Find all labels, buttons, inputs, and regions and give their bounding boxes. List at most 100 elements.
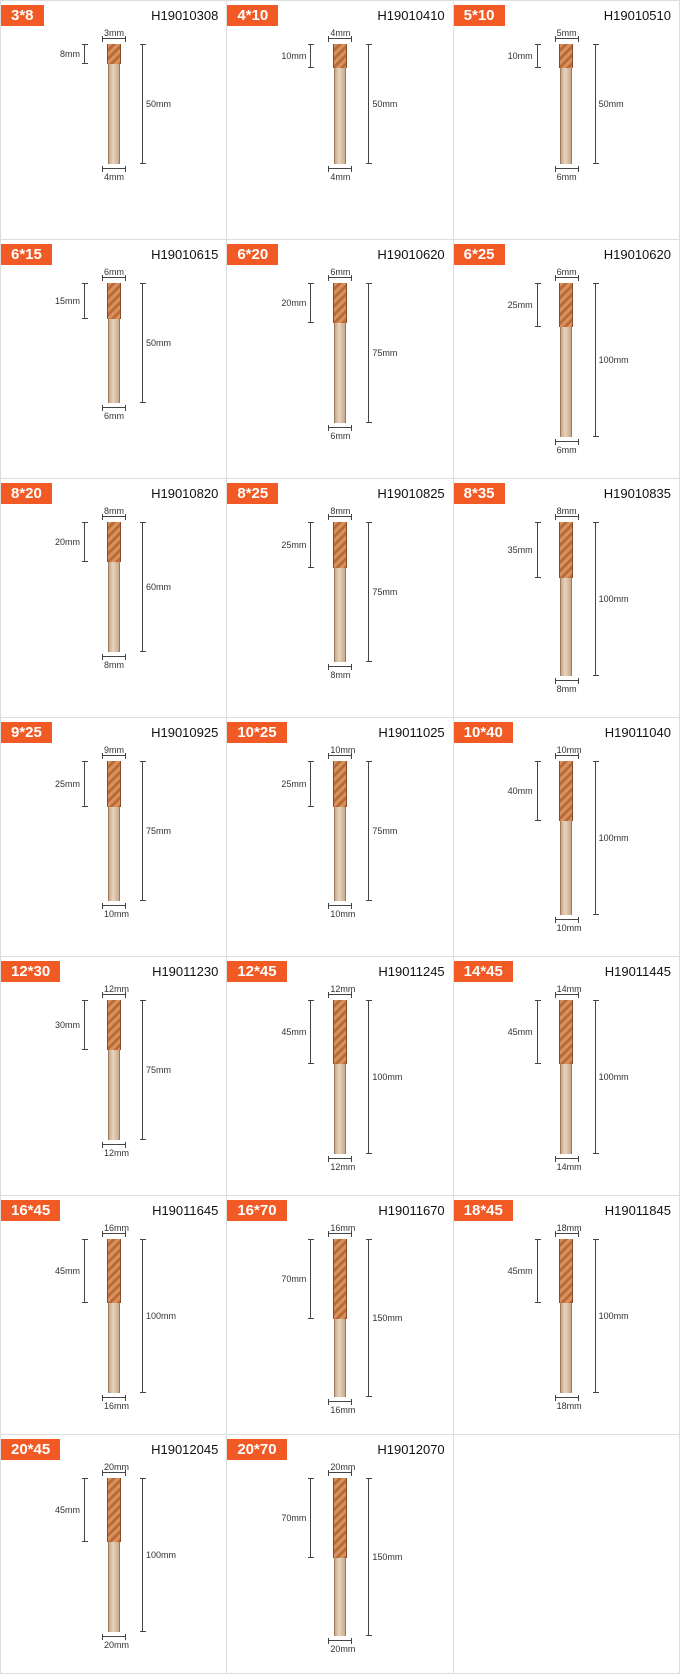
card-header: 8*35H19010835	[454, 479, 679, 508]
sku-label: H19011845	[605, 1203, 671, 1218]
shank-diameter-label: 6mm	[557, 445, 577, 455]
tool-shank	[108, 1303, 120, 1393]
size-badge: 6*25	[454, 244, 505, 265]
dim-line	[595, 1239, 596, 1393]
size-badge: 20*45	[1, 1439, 60, 1460]
size-badge: 12*45	[227, 961, 286, 982]
tool-diagram: 14mm14mm45mm100mm	[454, 986, 679, 1186]
sku-label: H19011040	[605, 725, 671, 740]
dim-line	[310, 283, 311, 323]
tool-flute	[333, 1239, 347, 1319]
tool-flute	[559, 522, 573, 578]
dim-line	[328, 1158, 352, 1159]
tool-flute	[559, 44, 573, 68]
size-badge: 4*10	[227, 5, 278, 26]
dim-line	[595, 1000, 596, 1154]
overall-length-label: 100mm	[599, 1311, 629, 1321]
shank-diameter-label: 16mm	[104, 1401, 129, 1411]
dim-line	[555, 919, 579, 920]
sku-label: H19010308	[151, 8, 218, 23]
tool-flute	[107, 44, 121, 64]
product-card: 10*40H1901104010mm10mm40mm100mm	[454, 718, 679, 956]
flute-length-label: 15mm	[52, 296, 80, 306]
tool-illustration	[333, 1478, 347, 1636]
shank-diameter-label: 6mm	[557, 172, 577, 182]
dim-line	[328, 905, 352, 906]
top-diameter-label: 16mm	[104, 1223, 129, 1233]
size-badge: 8*35	[454, 483, 505, 504]
tool-flute	[107, 283, 121, 319]
sku-label: H19012070	[377, 1442, 444, 1457]
overall-length-label: 75mm	[372, 587, 397, 597]
tool-diagram: 10mm10mm25mm75mm	[227, 747, 452, 947]
shank-diameter-label: 10mm	[330, 909, 355, 919]
product-card: 18*45H1901184518mm18mm45mm100mm	[454, 1196, 679, 1434]
tool-flute	[559, 761, 573, 821]
dim-line	[555, 516, 579, 517]
product-card: 6*25H190106206mm6mm25mm100mm	[454, 240, 679, 478]
overall-length-label: 75mm	[372, 826, 397, 836]
product-card: 3*8H190103083mm4mm8mm50mm	[1, 1, 226, 239]
sku-label: H19011230	[152, 964, 218, 979]
card-header: 12*30 H19011230	[1, 957, 226, 986]
overall-length-label: 50mm	[146, 338, 171, 348]
tool-diagram: 8mm8mm25mm75mm	[227, 508, 452, 708]
tool-illustration	[559, 761, 573, 915]
top-diameter-label: 6mm	[104, 267, 124, 277]
shank-diameter-label: 6mm	[104, 411, 124, 421]
size-badge: 3*8	[1, 5, 44, 26]
overall-length-label: 60mm	[146, 582, 171, 592]
sku-label: H19010825	[377, 486, 444, 501]
tool-diagram: 6mm6mm25mm100mm	[454, 269, 679, 469]
dim-line	[310, 761, 311, 807]
tool-diagram: 10mm10mm40mm100mm	[454, 747, 679, 947]
size-badge: 16*45	[1, 1200, 60, 1221]
tool-illustration	[107, 1239, 121, 1393]
dim-line	[102, 905, 126, 906]
dim-line	[368, 1478, 369, 1636]
shank-diameter-label: 8mm	[557, 684, 577, 694]
overall-length-label: 50mm	[146, 99, 171, 109]
dim-line	[142, 1000, 143, 1140]
dim-line	[328, 1472, 352, 1473]
dim-line	[595, 283, 596, 437]
tool-diagram: 16mm16mm45mm100mm	[1, 1225, 226, 1425]
top-diameter-label: 10mm	[330, 745, 355, 755]
shank-diameter-label: 4mm	[330, 172, 350, 182]
tool-illustration	[333, 522, 347, 662]
card-header: 12*45H19011245	[227, 957, 452, 986]
sku-label: H19011645	[152, 1203, 218, 1218]
sku-label: H19010615	[151, 247, 218, 262]
tool-diagram: 6mm6mm20mm75mm	[227, 269, 452, 469]
size-badge: 12*30	[1, 961, 60, 982]
flute-length-label: 45mm	[505, 1027, 533, 1037]
dim-line	[328, 994, 352, 995]
dim-line	[555, 168, 579, 169]
tool-shank	[108, 807, 120, 901]
dim-line	[84, 1478, 85, 1542]
top-diameter-label: 20mm	[330, 1462, 355, 1472]
tool-flute	[107, 1239, 121, 1303]
tool-shank	[108, 64, 120, 164]
flute-length-label: 25mm	[505, 300, 533, 310]
flute-length-label: 10mm	[278, 51, 306, 61]
tool-illustration	[107, 1478, 121, 1632]
product-card: 10*25H1901102510mm10mm25mm75mm	[227, 718, 452, 956]
card-header: 20*45H19012045	[1, 1435, 226, 1464]
dim-line	[537, 1239, 538, 1303]
dim-line	[310, 522, 311, 568]
tool-shank	[560, 68, 572, 164]
tool-flute	[333, 283, 347, 323]
tool-shank	[334, 807, 346, 901]
tool-diagram: 20mm20mm45mm100mm	[1, 1464, 226, 1664]
flute-length-label: 35mm	[505, 545, 533, 555]
dim-line	[368, 1000, 369, 1154]
dim-line	[102, 656, 126, 657]
dim-line	[537, 283, 538, 327]
sku-label: H19011025	[378, 725, 444, 740]
card-header: 5*10H19010510	[454, 1, 679, 30]
top-diameter-label: 20mm	[104, 1462, 129, 1472]
sku-label: H19010410	[377, 8, 444, 23]
dim-line	[368, 283, 369, 423]
top-diameter-label: 8mm	[330, 506, 350, 516]
